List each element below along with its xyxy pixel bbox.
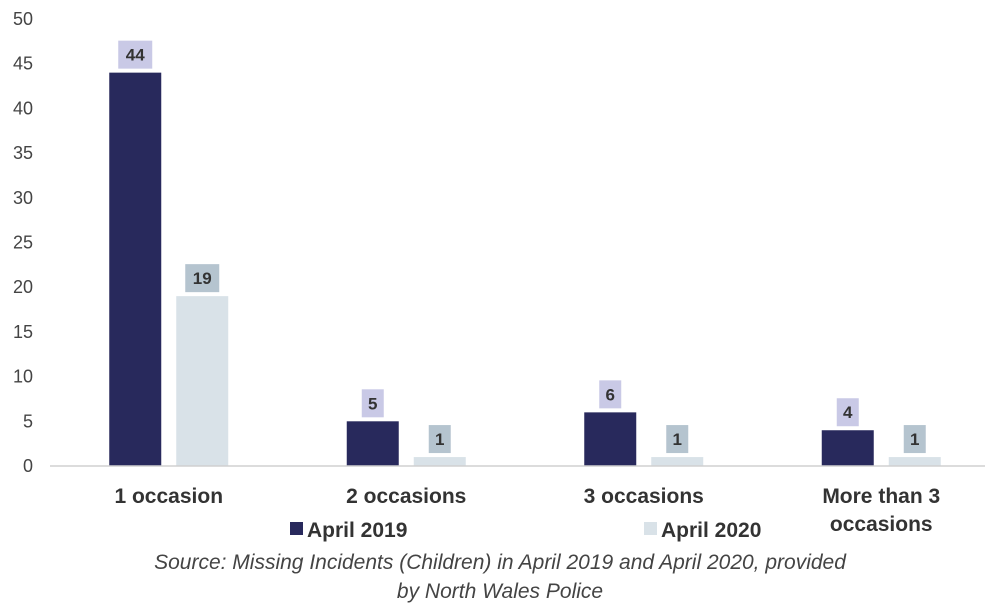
data-label-box — [903, 425, 926, 454]
data-label-box — [361, 389, 384, 418]
category-label: 1 occasion — [114, 485, 223, 508]
bar — [651, 457, 704, 466]
legend-label: April 2019 — [307, 519, 407, 542]
data-label-box — [836, 398, 859, 427]
data-label: 4 — [843, 403, 853, 422]
data-label: 44 — [126, 46, 145, 65]
bars — [109, 72, 941, 466]
y-tick-label: 40 — [13, 98, 33, 118]
data-label: 6 — [606, 385, 615, 404]
y-tick-label: 50 — [13, 9, 33, 29]
data-label: 1 — [673, 430, 682, 449]
legend-label: April 2020 — [661, 519, 761, 542]
bar — [821, 430, 874, 466]
bar — [176, 296, 229, 466]
data-label: 1 — [910, 430, 919, 449]
y-axis-ticks: 0 5 10 15 20 25 30 35 40 45 50 — [13, 9, 33, 476]
y-tick-label: 35 — [13, 143, 33, 163]
bar — [346, 421, 399, 466]
y-tick-label: 5 — [23, 411, 33, 431]
source-note-line-2: by North Wales Police — [396, 580, 604, 603]
y-tick-label: 30 — [13, 188, 33, 208]
y-tick-label: 25 — [13, 233, 33, 253]
category-label: occasions — [830, 513, 933, 536]
bar — [888, 457, 941, 466]
data-label-box — [118, 40, 153, 69]
data-label-box — [185, 264, 220, 293]
bar — [584, 412, 637, 466]
legend: April 2019 April 2020 — [290, 519, 761, 542]
y-tick-label: 10 — [13, 367, 33, 387]
y-tick-label: 45 — [13, 54, 33, 74]
legend-swatch — [290, 522, 303, 535]
data-label: 19 — [193, 269, 212, 288]
data-label-box — [666, 425, 689, 454]
data-label-box — [428, 425, 451, 454]
source-note-line-1: Source: Missing Incidents (Children) in … — [154, 551, 846, 574]
bar — [109, 72, 162, 466]
data-label-box — [599, 380, 622, 409]
y-tick-label: 20 — [13, 277, 33, 297]
y-tick-label: 15 — [13, 322, 33, 342]
data-label: 5 — [368, 394, 377, 413]
category-label: 2 occasions — [346, 485, 466, 508]
category-label: More than 3 — [822, 485, 940, 508]
category-label: 3 occasions — [584, 485, 704, 508]
category-labels: 1 occasion 2 occasions 3 occasions More tha… — [114, 485, 940, 536]
data-label: 1 — [435, 430, 444, 449]
data-labels: 44 19 5 1 6 1 4 1 — [118, 40, 926, 454]
legend-swatch — [644, 522, 657, 535]
bar — [413, 457, 466, 466]
y-tick-label: 0 — [23, 456, 33, 476]
